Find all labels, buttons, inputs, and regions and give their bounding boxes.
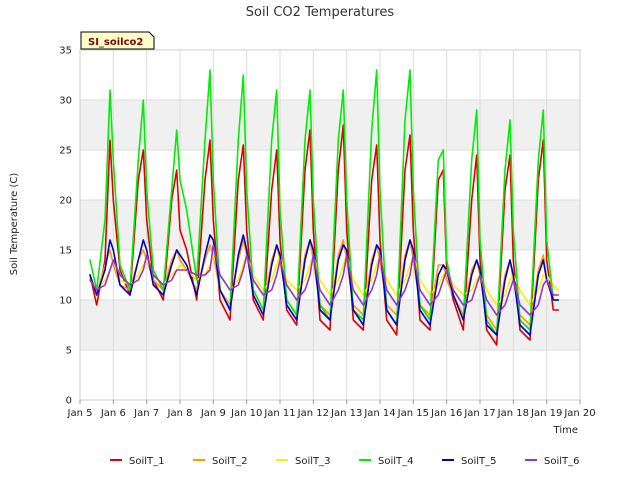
y-tick-label: 0 [66, 396, 72, 407]
legend-label: SoilT_3 [295, 456, 331, 467]
x-tick-label: Jan 11 [263, 408, 295, 419]
series-line-soilt-4 [89, 69, 560, 336]
y-axis-ticks: 0 5 10 15 20 25 30 35 [59, 46, 72, 407]
series-line-soilt-1 [89, 124, 560, 346]
y-tick-label: 35 [59, 46, 72, 57]
x-tick-label: Jan 15 [397, 408, 429, 419]
site-label: SI_soilco2 [88, 37, 143, 48]
legend-label: SoilT_5 [461, 456, 497, 467]
legend-label: SoilT_6 [544, 456, 580, 467]
site-label-background [80, 31, 155, 50]
y-tick-label: 15 [59, 246, 72, 257]
x-tick-label: Jan 8 [167, 408, 193, 419]
x-tick-label: Jan 12 [297, 408, 329, 419]
y-tick-label: 10 [59, 296, 72, 307]
x-tick-label: Jan 6 [100, 408, 126, 419]
site-label-box: SI_soilco2 [80, 31, 155, 50]
legend-label: SoilT_1 [129, 456, 165, 467]
y-tick-label: 5 [66, 346, 72, 357]
x-tick-label: Jan 9 [200, 408, 226, 419]
y-axis-title: Soil Temperature (C) [9, 173, 20, 276]
legend: SoilT_1 SoilT_2 SoilT_3 SoilT_4 SoilT_5 SoilT… [110, 456, 580, 467]
series-line-soilt-6 [89, 244, 560, 316]
x-axis-title: Time [553, 425, 578, 436]
x-tick-label: Jan 7 [133, 408, 159, 419]
series-lines [89, 69, 560, 346]
y-tick-label: 25 [59, 146, 72, 157]
x-tick-label: Jan 20 [563, 408, 595, 419]
x-tick-label: Jan 16 [430, 408, 462, 419]
x-tick-label: Jan 14 [363, 408, 395, 419]
y-tick-label: 20 [59, 196, 72, 207]
x-axis-ticks: Jan 5 Jan 6 Jan 7 Jan 8 Jan 9 Jan 10 Jan 11 Jan… [67, 400, 596, 419]
plot-band [80, 200, 580, 250]
legend-label: SoilT_4 [378, 456, 414, 467]
chart-title: Soil CO2 Temperatures [246, 5, 395, 20]
plot-band [80, 100, 580, 150]
x-tick-label: Jan 19 [530, 408, 562, 419]
x-tick-label: Jan 18 [497, 408, 529, 419]
legend-label: SoilT_2 [212, 456, 248, 467]
y-tick-label: 30 [59, 96, 72, 107]
x-tick-label: Jan 10 [230, 408, 262, 419]
x-tick-label: Jan 17 [463, 408, 495, 419]
plot-area-frame [79, 49, 581, 401]
x-tick-label: Jan 5 [67, 408, 93, 419]
x-tick-label: Jan 13 [330, 408, 362, 419]
